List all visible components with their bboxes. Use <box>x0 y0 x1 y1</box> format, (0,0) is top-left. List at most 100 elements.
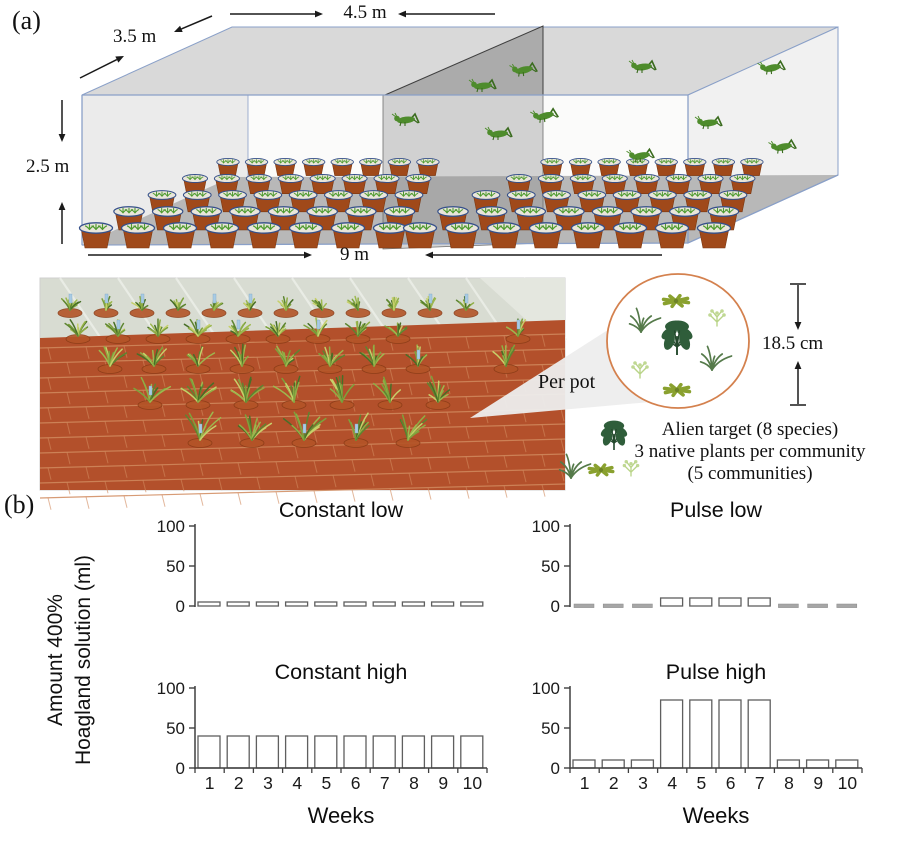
mortar-joint <box>66 362 71 375</box>
plant-tag <box>116 319 121 330</box>
grasshopper-icon <box>626 147 655 163</box>
pot-icon <box>387 158 412 176</box>
antennae <box>391 112 398 118</box>
pale-leaf <box>631 365 635 369</box>
mortar-joint <box>351 489 356 502</box>
mortar-joint <box>446 412 451 425</box>
sprout <box>589 223 600 231</box>
plant-tuft <box>230 325 239 337</box>
arrow-head <box>58 134 66 142</box>
plant-tuft <box>197 386 202 403</box>
mortar-joint <box>218 388 223 401</box>
bar <box>430 735 455 769</box>
mortar-joint <box>123 375 128 388</box>
arrow-head <box>174 25 183 33</box>
plant-tuft <box>241 382 247 403</box>
plant-tuft <box>213 302 218 311</box>
mortar-joint <box>465 396 470 409</box>
bar <box>255 601 280 607</box>
pot-icon <box>359 158 383 176</box>
mortar-joint <box>123 405 128 418</box>
sprout <box>558 191 566 197</box>
mortar-joint <box>294 476 299 489</box>
grasshopper-icon <box>484 126 513 141</box>
plant-tuft <box>382 376 391 403</box>
mortar-joint <box>123 465 128 478</box>
bar <box>460 601 484 607</box>
sprout <box>198 191 207 197</box>
mortar-line <box>39 468 566 484</box>
chart-title: Pulse high <box>666 660 766 684</box>
sprout <box>647 207 657 214</box>
pot-icon <box>696 222 732 249</box>
y-tick-label: 50 <box>166 719 185 738</box>
native-rosette-icon <box>661 293 691 309</box>
pot-icon <box>597 158 621 176</box>
sprout <box>234 191 242 197</box>
pale-leaf <box>638 363 642 367</box>
pale-leaf <box>629 461 633 466</box>
native-pale-plant-icon <box>631 361 649 379</box>
mortar-joint <box>180 359 185 372</box>
sprout <box>391 223 402 231</box>
y-tick-label: 0 <box>176 597 185 616</box>
dim-width-label: 4.5 m <box>343 2 387 23</box>
bar <box>835 759 859 769</box>
plant-tuft <box>417 356 424 367</box>
plant-tuft <box>117 329 126 337</box>
x-tick-label: 6 <box>726 773 736 793</box>
mortar-joint <box>66 482 71 495</box>
bar <box>689 597 713 607</box>
mortar-joint <box>294 356 299 369</box>
x-tick-label: 9 <box>813 773 823 793</box>
mortar-joint <box>104 421 109 434</box>
sprout <box>314 159 322 164</box>
mortar-joint <box>66 452 71 465</box>
sprout <box>400 159 407 164</box>
bar <box>372 735 396 769</box>
bar <box>372 601 396 607</box>
mortar-joint <box>389 488 394 501</box>
mortar-joint <box>85 406 90 419</box>
plant-tag <box>198 423 203 434</box>
legend-line-2: 3 native plants per community <box>634 441 866 462</box>
native-grass-icon <box>628 307 662 333</box>
x-axis-title: Weeks <box>308 803 375 828</box>
sprout <box>715 223 726 231</box>
antennae <box>768 140 775 146</box>
plant-tuft <box>357 326 368 337</box>
mortar-joint <box>142 480 147 493</box>
plant-tag <box>416 349 421 360</box>
plant-tuft <box>352 302 359 311</box>
pot-icon <box>612 222 648 249</box>
bar <box>689 699 713 769</box>
greenhouse-photo <box>39 277 567 510</box>
mortar-joint <box>389 458 394 471</box>
dim-length-label: 9 m <box>340 244 370 265</box>
sprout <box>631 223 642 231</box>
legs <box>636 66 656 74</box>
bar <box>226 735 250 769</box>
x-tick-label: 6 <box>351 773 361 793</box>
mortar-joint <box>560 438 565 452</box>
mortar-joint <box>180 479 185 492</box>
pot-icon <box>633 174 660 194</box>
x-tick-label: 4 <box>292 773 302 793</box>
mortar-joint <box>237 342 242 355</box>
plant-tuft <box>199 425 217 441</box>
antennae <box>484 126 491 132</box>
plant-tuft <box>285 354 295 367</box>
mortar-joint <box>370 474 375 487</box>
mortar-joint <box>275 371 280 384</box>
pale-leaf <box>715 311 719 315</box>
arrow-head <box>794 322 802 330</box>
legs <box>539 114 558 123</box>
mortar-joint <box>275 461 280 474</box>
pot-icon <box>120 222 156 249</box>
mortar-joint <box>370 414 375 427</box>
legs <box>635 154 654 163</box>
sprout <box>522 191 531 197</box>
pot-icon <box>711 158 736 176</box>
mortar-joint <box>161 374 166 387</box>
mortar-line <box>39 483 566 499</box>
